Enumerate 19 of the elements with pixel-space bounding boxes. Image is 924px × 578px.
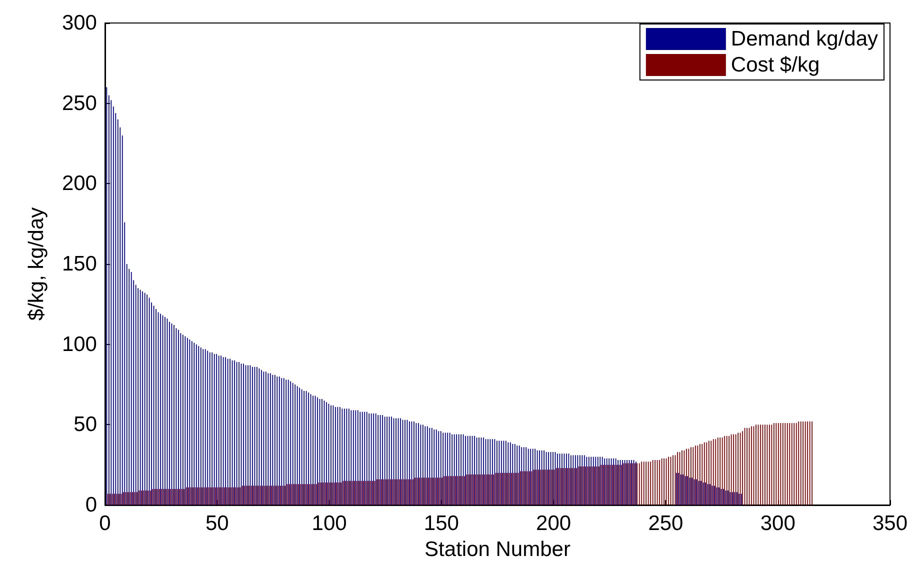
legend-label: Demand kg/day [730,28,878,50]
y-tick-label: 250 [62,92,97,115]
x-tick-label: 350 [872,512,908,535]
y-tick-label: 150 [62,252,97,276]
y-tick-label: 300 [62,12,97,34]
y-tick-label: 100 [62,332,97,356]
x-tick-label: 200 [536,512,572,535]
y-tick-label: 0 [85,494,97,516]
y-tick-label: 200 [62,172,97,196]
y-axis-title: $/kg, kg/day [25,206,48,321]
x-tick-label: 300 [760,512,796,535]
x-tick-label: 150 [424,512,459,535]
x-axis-title: Station Number [424,538,570,561]
x-tick-label: 100 [312,512,347,535]
x-tick-label: 50 [205,512,229,535]
y-tick-label: 50 [74,413,97,436]
x-tick-label: 250 [648,512,684,535]
x-tick-label: 0 [99,512,111,535]
legend-label: Cost $/kg [730,54,820,76]
